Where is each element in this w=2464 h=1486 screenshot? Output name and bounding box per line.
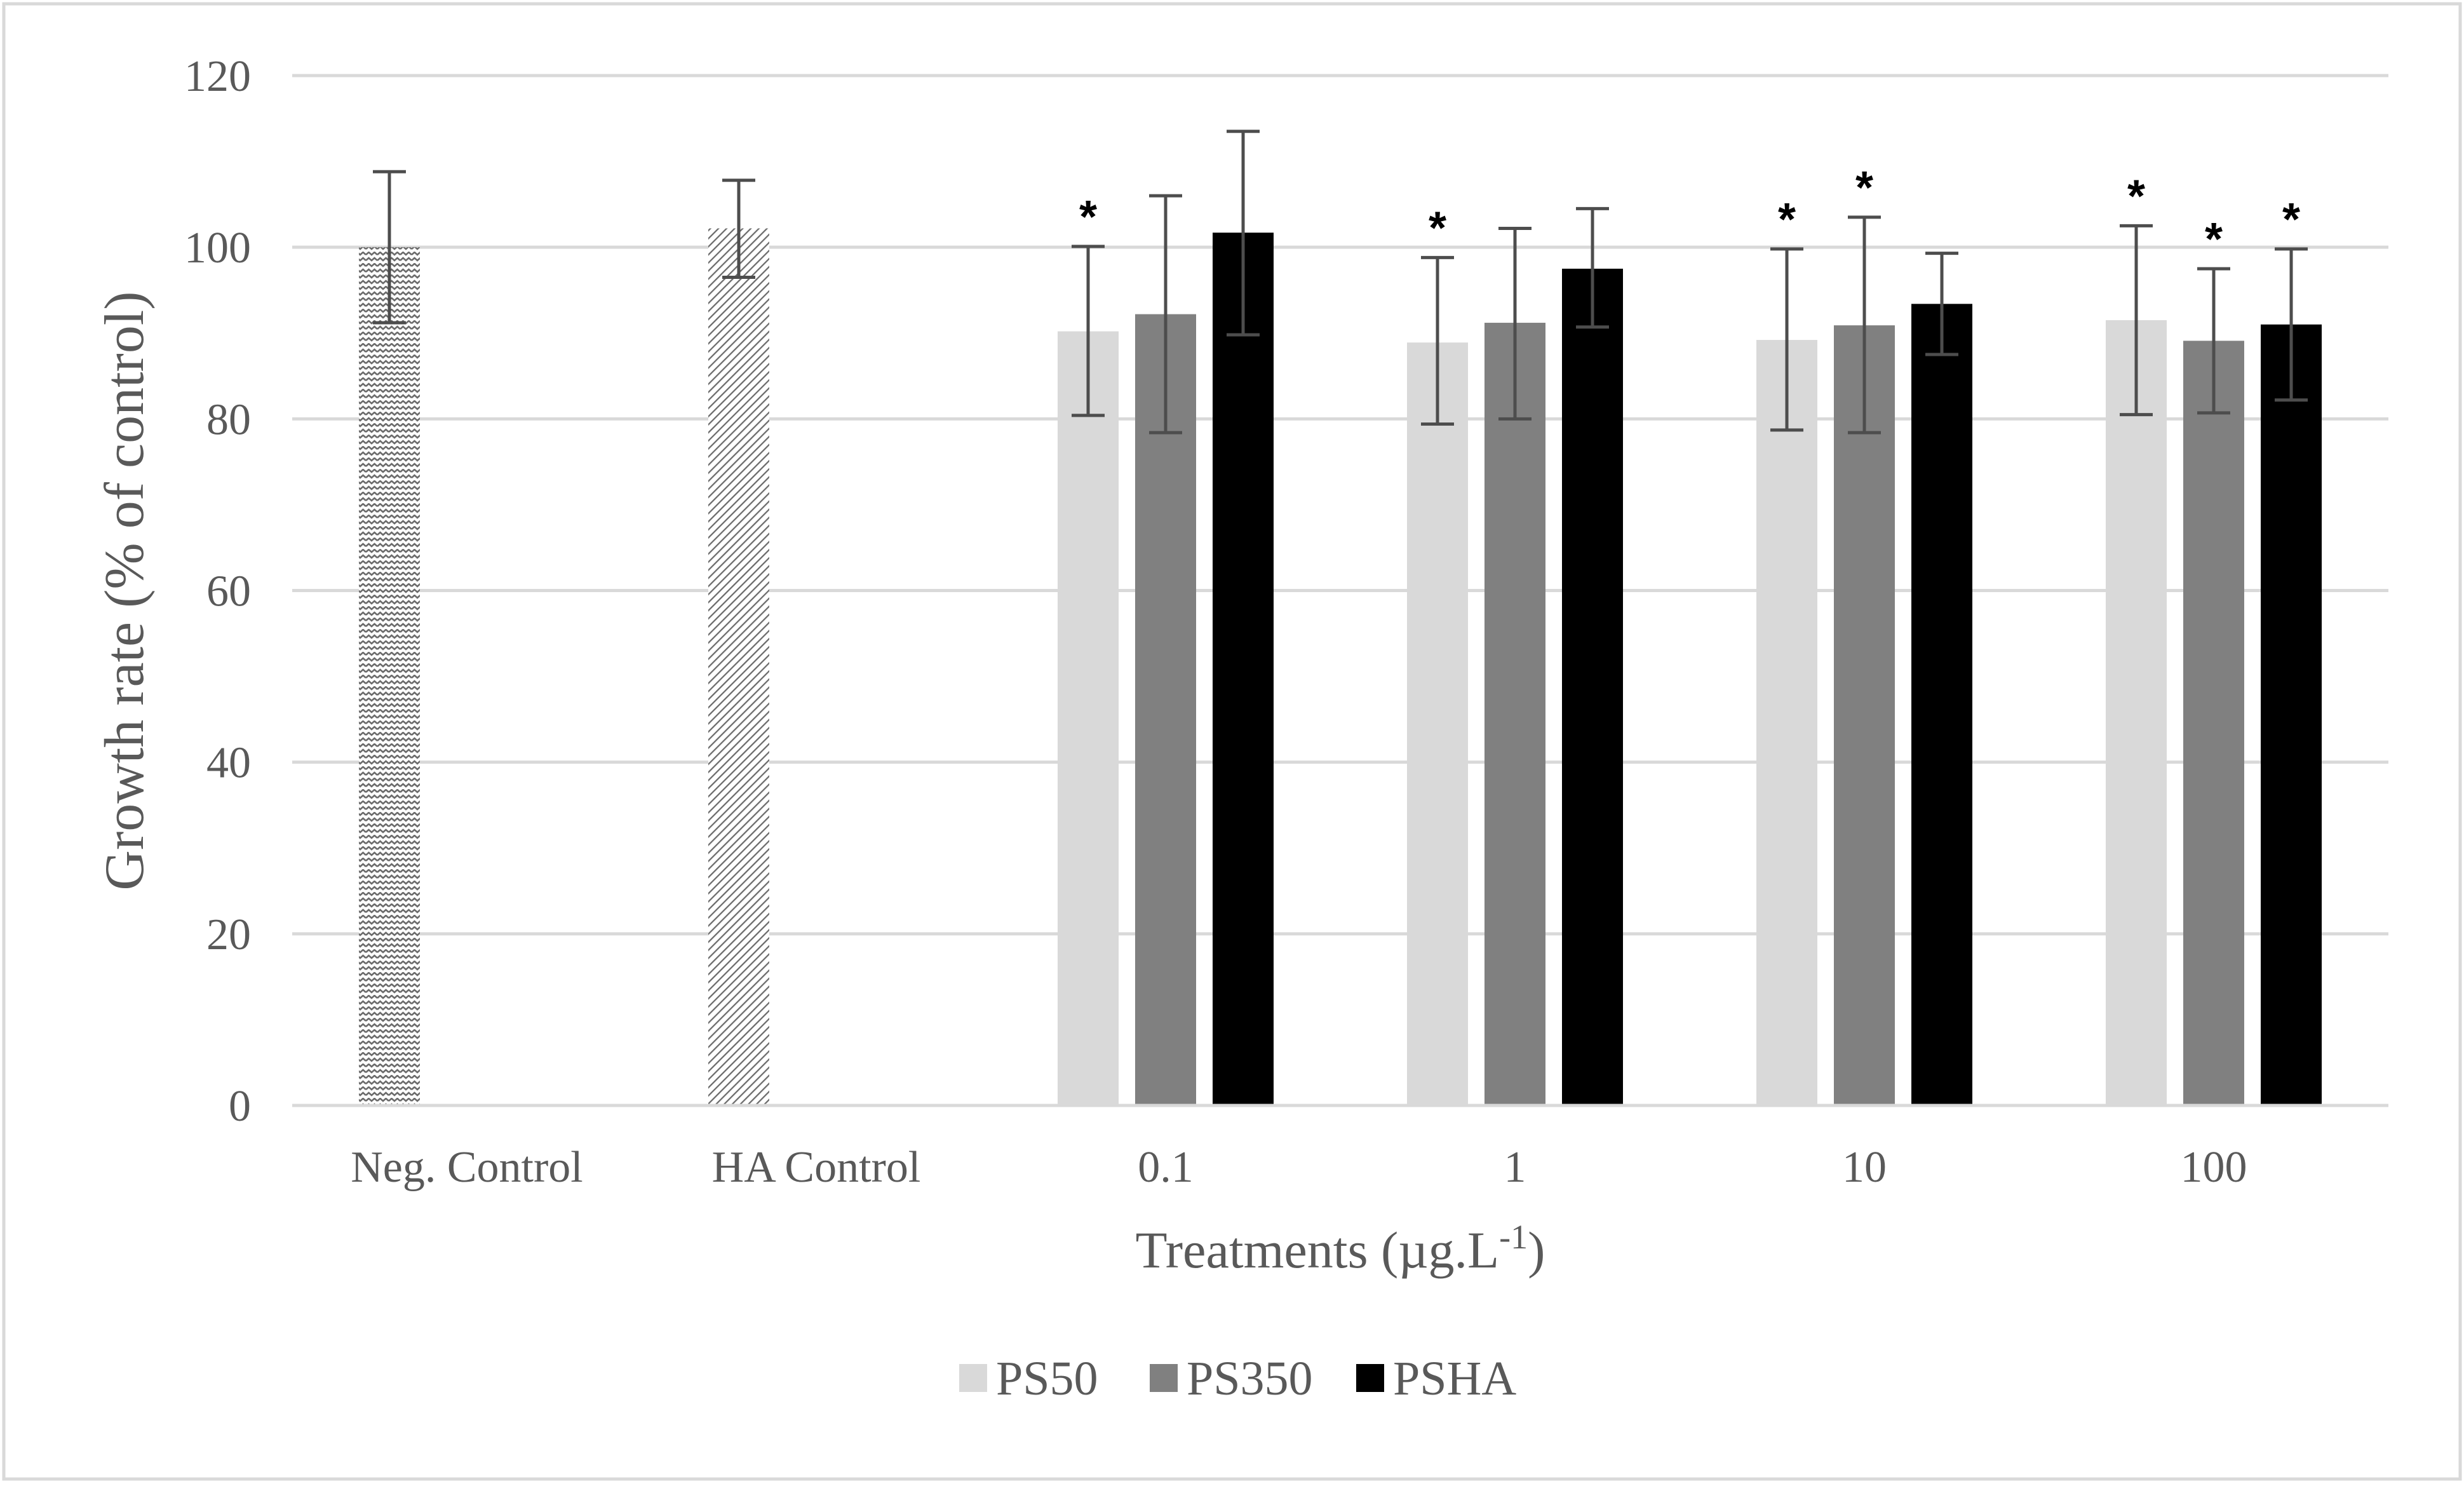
y-tick-label-100: 100 <box>184 224 251 273</box>
bar-ha-control <box>708 228 769 1105</box>
error-bar-psha-10 <box>1925 252 1958 356</box>
bar-ps50-100 <box>2106 320 2167 1105</box>
significance-marker-ps50-100: * <box>2127 171 2145 222</box>
legend-item-psha: PSHA <box>1356 1352 1516 1405</box>
bar-ps50-10 <box>1756 340 1817 1105</box>
y-axis-title: Growth rate (% of control) <box>94 291 156 890</box>
significance-marker-ps350-100: * <box>2205 214 2223 265</box>
y-tick-label-80: 80 <box>206 395 251 444</box>
legend-item-ps350: PS350 <box>1150 1352 1313 1405</box>
error-bar-psha-1 <box>1576 206 1609 329</box>
x-tick-label-3: 1 <box>1504 1143 1526 1192</box>
y-tick-label-20: 20 <box>206 910 251 959</box>
error-bar-ha-control <box>722 179 755 279</box>
error-bar-ps50-0_1 <box>1072 245 1105 417</box>
error-bar-psha-100 <box>2275 247 2308 402</box>
y-tick-label-120: 120 <box>184 52 251 101</box>
x-tick-label-2: 0.1 <box>1138 1143 1194 1192</box>
legend-swatch-ps50 <box>959 1364 987 1392</box>
bar-psha-10 <box>1911 304 1972 1105</box>
x-axis-title: Treatments (µg.L-1) <box>1136 1218 1545 1279</box>
error-bar-psha-0_1 <box>1227 130 1260 337</box>
significance-marker-ps50-1: * <box>1429 203 1446 253</box>
bar-ps50-1 <box>1407 342 1468 1106</box>
x-tick-label-4: 10 <box>1842 1143 1887 1192</box>
error-bar-ps50-10 <box>1770 247 1803 432</box>
error-bar-ps50-100 <box>2120 224 2153 417</box>
bar-ps50-0_1 <box>1058 331 1119 1105</box>
legend-swatch-ps350 <box>1150 1364 1178 1392</box>
significance-marker-psha-100: * <box>2282 194 2300 245</box>
legend-label-ps50: PS50 <box>996 1352 1098 1405</box>
error-bar-ps350-1 <box>1498 226 1532 421</box>
error-bar-ps50-1 <box>1421 255 1454 426</box>
bar-psha-0_1 <box>1213 233 1274 1105</box>
error-bar-ps350-10 <box>1848 215 1881 435</box>
legend-item-ps50: PS50 <box>959 1352 1098 1405</box>
error-bar-ps350-100 <box>2197 267 2230 415</box>
significance-marker-ps50-10: * <box>1778 194 1796 245</box>
error-bar-neg-control <box>373 170 406 325</box>
error-bar-ps350-0_1 <box>1149 194 1182 435</box>
significance-marker-ps350-10: * <box>1855 163 1873 213</box>
x-tick-label-1: HA Control <box>712 1143 921 1192</box>
bar-ps350-0_1 <box>1135 314 1196 1105</box>
bar-ps350-1 <box>1484 323 1545 1105</box>
significance-marker-ps50-0_1: * <box>1079 192 1097 243</box>
bar-psha-1 <box>1562 268 1623 1105</box>
legend-label-psha: PSHA <box>1393 1352 1516 1405</box>
bar-neg-control <box>359 247 420 1106</box>
x-tick-label-0: Neg. Control <box>351 1143 583 1192</box>
legend-label-ps350: PS350 <box>1187 1352 1313 1405</box>
y-tick-label-60: 60 <box>206 567 251 616</box>
y-tick-label-40: 40 <box>206 739 251 788</box>
legend-swatch-psha <box>1356 1364 1384 1392</box>
bar-ps350-10 <box>1834 325 1895 1105</box>
bar-ps350-100 <box>2183 341 2244 1105</box>
y-tick-label-0: 0 <box>229 1082 251 1131</box>
x-tick-label-5: 100 <box>2181 1143 2247 1192</box>
bar-psha-100 <box>2261 324 2322 1105</box>
